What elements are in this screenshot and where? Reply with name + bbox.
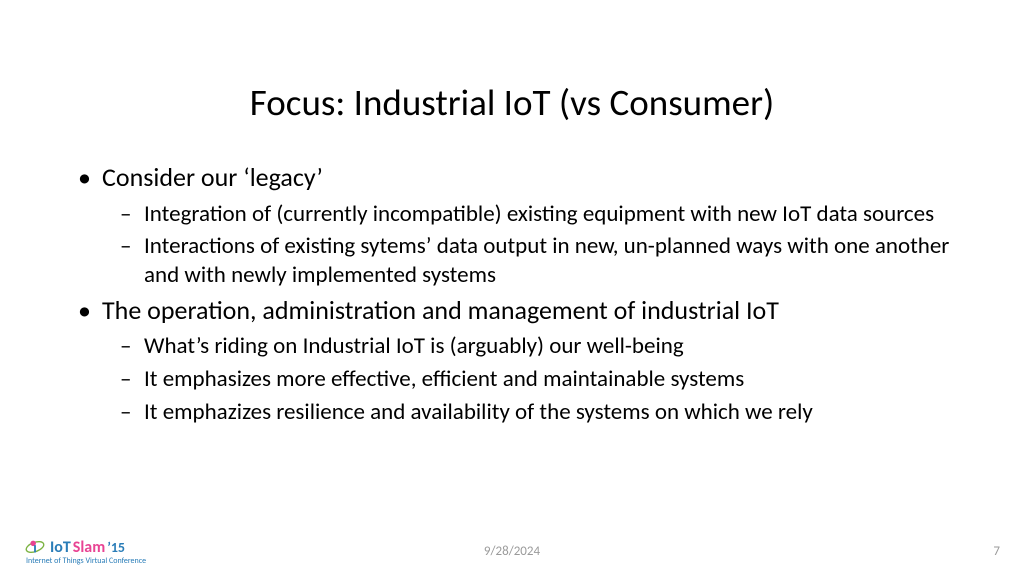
bullet-level2: It emphazizes resilience and availabilit…	[120, 398, 964, 427]
bullet-level1: The operation, administration and manage…	[78, 294, 964, 427]
page-number: 7	[993, 544, 1000, 559]
logo-wordmark: IoT Slam ’15	[50, 538, 125, 557]
bullet-list: Consider our ‘legacy’ Integration of (cu…	[78, 161, 964, 427]
bullet-level2: Interactions of existing sytems’ data ou…	[120, 232, 964, 290]
conference-logo: IoT Slam ’15 Internet of Things Virtual …	[24, 536, 146, 566]
bullet-text: Integration of (currently incompatible) …	[144, 200, 934, 228]
bullet-text: It emphasizes more effective, efficient …	[144, 365, 744, 393]
bullet-sublist: What’s riding on Industrial IoT is (argu…	[120, 332, 964, 426]
slide-content: Consider our ‘legacy’ Integration of (cu…	[60, 161, 964, 431]
logo-top-row: IoT Slam ’15	[24, 536, 125, 558]
bullet-sublist: Integration of (currently incompatible) …	[120, 200, 964, 290]
slide-title: Focus: Industrial IoT (vs Consumer)	[60, 80, 964, 125]
logo-year-text: ’15	[107, 539, 125, 556]
bullet-level1: Consider our ‘legacy’ Integration of (cu…	[78, 161, 964, 290]
slide-footer: IoT Slam ’15 Internet of Things Virtual …	[0, 536, 1024, 566]
bullet-text: The operation, administration and manage…	[102, 294, 779, 326]
bullet-text: What’s riding on Industrial IoT is (argu…	[144, 332, 684, 360]
bullet-level2: It emphasizes more effective, efficient …	[120, 365, 964, 394]
bullet-text: Consider our ‘legacy’	[102, 161, 323, 193]
slide: Focus: Industrial IoT (vs Consumer) Cons…	[0, 0, 1024, 576]
logo-subtitle: Internet of Things Virtual Conference	[26, 556, 146, 566]
bullet-text: It emphazizes resilience and availabilit…	[144, 398, 813, 426]
logo-iot-text: IoT	[50, 538, 71, 557]
logo-slam-text: Slam	[73, 538, 105, 557]
footer-date: 9/28/2024	[484, 544, 540, 559]
bullet-level2: What’s riding on Industrial IoT is (argu…	[120, 332, 964, 361]
iot-slam-icon	[24, 536, 46, 558]
bullet-level2: Integration of (currently incompatible) …	[120, 200, 964, 229]
bullet-text: Interactions of existing sytems’ data ou…	[144, 232, 949, 289]
